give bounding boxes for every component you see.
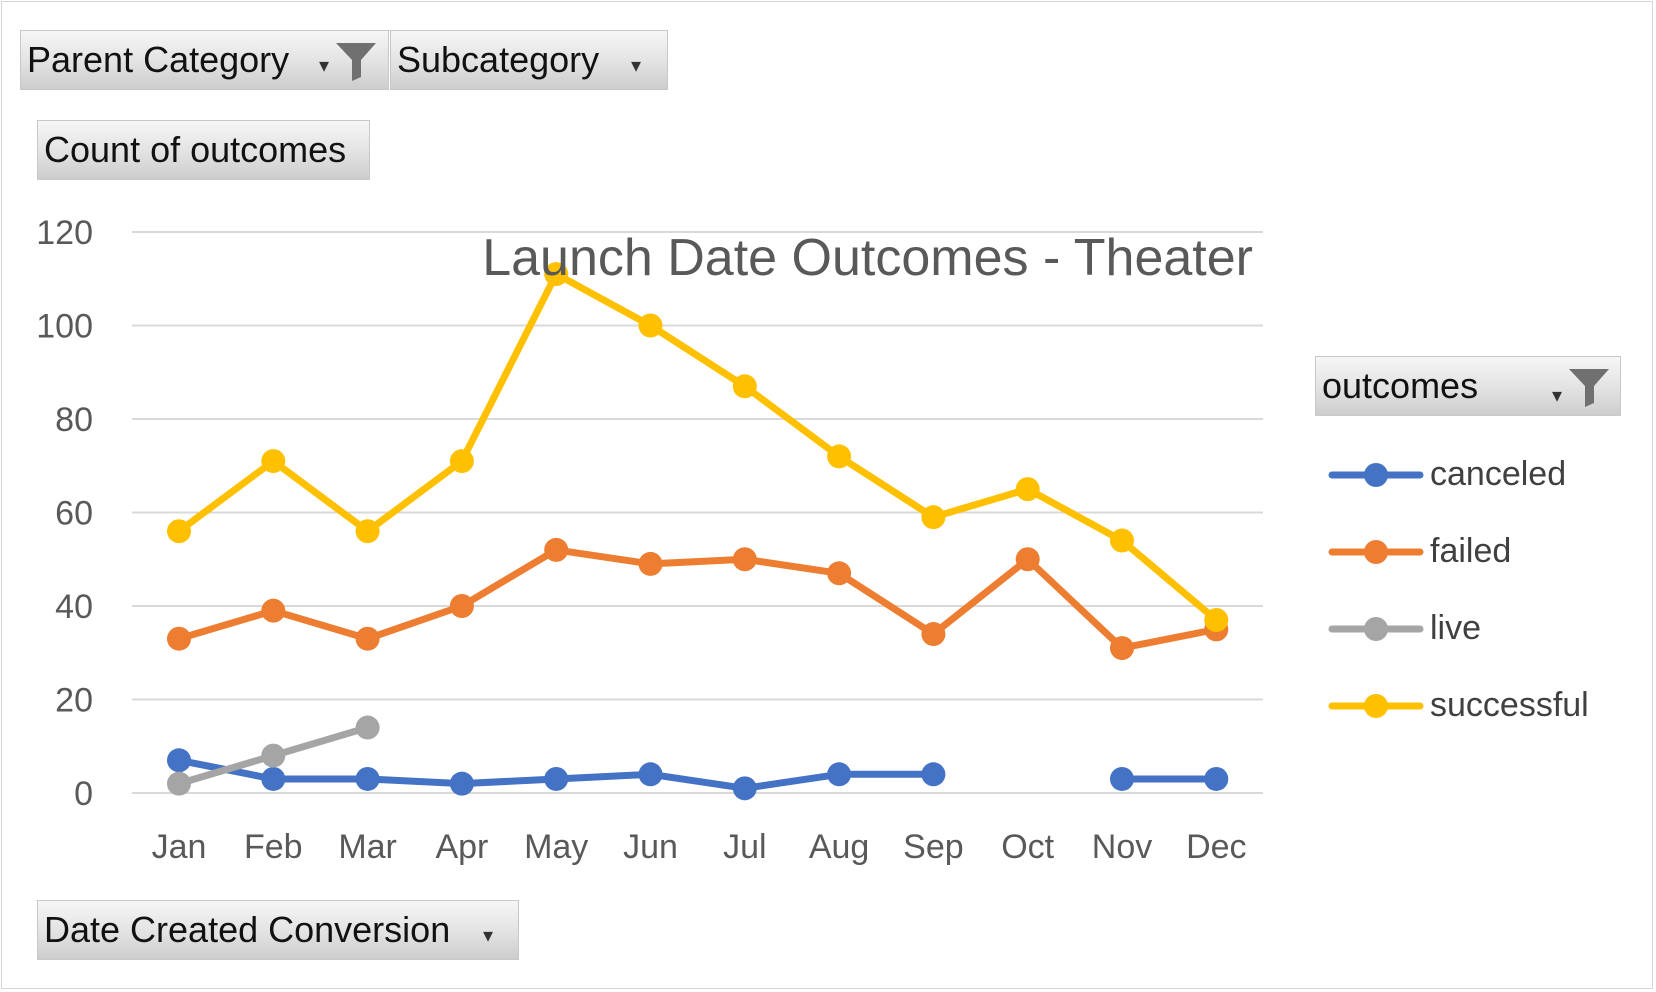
- data-point-canceled[interactable]: [1110, 766, 1134, 791]
- data-point-failed[interactable]: [544, 537, 569, 562]
- x-tick-label: Aug: [809, 828, 870, 866]
- x-tick-label: May: [524, 828, 588, 866]
- series-successful: [167, 262, 1229, 633]
- data-point-canceled[interactable]: [261, 766, 286, 791]
- series-live: [167, 715, 380, 796]
- x-tick-label: Oct: [1001, 828, 1054, 866]
- dropdown-arrow-icon: ▾: [483, 925, 494, 947]
- values-field-label: Count of outcomes: [44, 129, 347, 170]
- y-tick-label: 0: [74, 775, 93, 813]
- y-tick-label: 80: [55, 401, 93, 439]
- data-point-failed[interactable]: [355, 626, 380, 651]
- legend-field-button[interactable]: outcomes ▾: [1315, 356, 1621, 416]
- y-tick-label: 100: [36, 308, 93, 346]
- gridlines: [132, 231, 1263, 794]
- series-canceled: [167, 748, 1229, 801]
- filter-funnel-icon: [1569, 369, 1609, 407]
- data-point-failed[interactable]: [1015, 547, 1040, 572]
- data-point-canceled[interactable]: [544, 766, 569, 791]
- x-tick-label: Jan: [152, 828, 207, 866]
- data-point-canceled[interactable]: [167, 748, 191, 773]
- x-tick-label: Jul: [723, 828, 766, 866]
- legend-marker: [1328, 694, 1424, 718]
- filter-funnel-icon: [336, 43, 376, 81]
- y-tick-label: 40: [55, 588, 93, 626]
- data-point-successful[interactable]: [544, 262, 569, 287]
- x-tick-label: Feb: [244, 828, 303, 866]
- data-point-successful[interactable]: [732, 374, 757, 399]
- data-point-live[interactable]: [355, 715, 380, 740]
- data-point-canceled[interactable]: [638, 762, 663, 787]
- y-axis-ticks: 0 20 40 60 80 100 120: [36, 214, 93, 813]
- data-point-failed[interactable]: [921, 622, 946, 647]
- x-tick-label: Sep: [903, 828, 964, 866]
- data-point-successful[interactable]: [1110, 528, 1134, 553]
- data-point-successful[interactable]: [921, 505, 946, 530]
- y-tick-label: 120: [36, 214, 93, 252]
- x-axis-ticks: Jan Feb Mar Apr May Jun Jul Aug Sep Oct Nov Dec: [152, 828, 1247, 866]
- axis-field-button[interactable]: Date Created Conversion ▾: [37, 900, 519, 960]
- legend-label: successful: [1430, 686, 1589, 724]
- legend-label: live: [1430, 609, 1482, 647]
- chart-title: Launch Date Outcomes - Theater: [482, 229, 1253, 287]
- data-point-live[interactable]: [261, 743, 286, 768]
- legend-marker: [1328, 617, 1424, 641]
- data-point-successful[interactable]: [827, 444, 852, 469]
- legend-field-label: outcomes: [1322, 365, 1479, 406]
- dropdown-arrow-icon: ▾: [1552, 385, 1563, 407]
- series-failed: [167, 537, 1229, 661]
- data-point-failed[interactable]: [167, 626, 191, 651]
- data-point-successful[interactable]: [355, 519, 380, 544]
- data-point-successful[interactable]: [1204, 608, 1229, 633]
- data-point-failed[interactable]: [638, 551, 663, 576]
- x-tick-label: Dec: [1186, 828, 1246, 866]
- data-point-successful[interactable]: [638, 313, 663, 338]
- data-point-canceled[interactable]: [921, 762, 946, 787]
- series-line-successful: [175, 270, 1220, 624]
- axis-field-label: Date Created Conversion: [44, 909, 451, 950]
- subcategory-label: Subcategory: [397, 39, 600, 80]
- data-point-failed[interactable]: [732, 547, 757, 572]
- legend-label: canceled: [1430, 455, 1567, 493]
- data-point-canceled[interactable]: [355, 766, 380, 791]
- subcategory-filter-button[interactable]: Subcategory ▾: [390, 30, 668, 90]
- x-tick-label: Jun: [623, 828, 678, 866]
- data-point-live[interactable]: [167, 771, 191, 796]
- y-tick-label: 60: [55, 495, 93, 533]
- data-point-successful[interactable]: [1015, 477, 1040, 502]
- data-point-failed[interactable]: [827, 561, 852, 586]
- data-point-canceled[interactable]: [1204, 766, 1229, 791]
- parent-category-filter-button[interactable]: Parent Category ▾: [20, 30, 389, 90]
- data-point-canceled[interactable]: [732, 776, 757, 801]
- values-field-button[interactable]: Count of outcomes: [37, 120, 370, 180]
- data-point-canceled[interactable]: [449, 771, 474, 796]
- data-point-failed[interactable]: [449, 594, 474, 618]
- data-point-failed[interactable]: [1110, 636, 1134, 661]
- y-tick-label: 20: [55, 682, 93, 720]
- legend-label: failed: [1430, 532, 1512, 570]
- parent-category-label: Parent Category: [27, 39, 290, 80]
- data-point-successful[interactable]: [167, 519, 191, 544]
- data-point-successful[interactable]: [449, 449, 474, 474]
- x-tick-label: Apr: [435, 828, 488, 866]
- data-point-successful[interactable]: [261, 449, 286, 474]
- series-layer: [167, 262, 1229, 801]
- legend-marker: [1328, 540, 1424, 564]
- dropdown-arrow-icon: ▾: [319, 55, 330, 77]
- legend-marker: [1328, 463, 1424, 487]
- x-tick-label: Nov: [1092, 828, 1152, 866]
- data-point-failed[interactable]: [261, 598, 286, 623]
- data-point-canceled[interactable]: [827, 762, 852, 787]
- dropdown-arrow-icon: ▾: [631, 55, 642, 77]
- x-tick-label: Mar: [338, 828, 397, 866]
- series-line-failed: [175, 546, 1220, 652]
